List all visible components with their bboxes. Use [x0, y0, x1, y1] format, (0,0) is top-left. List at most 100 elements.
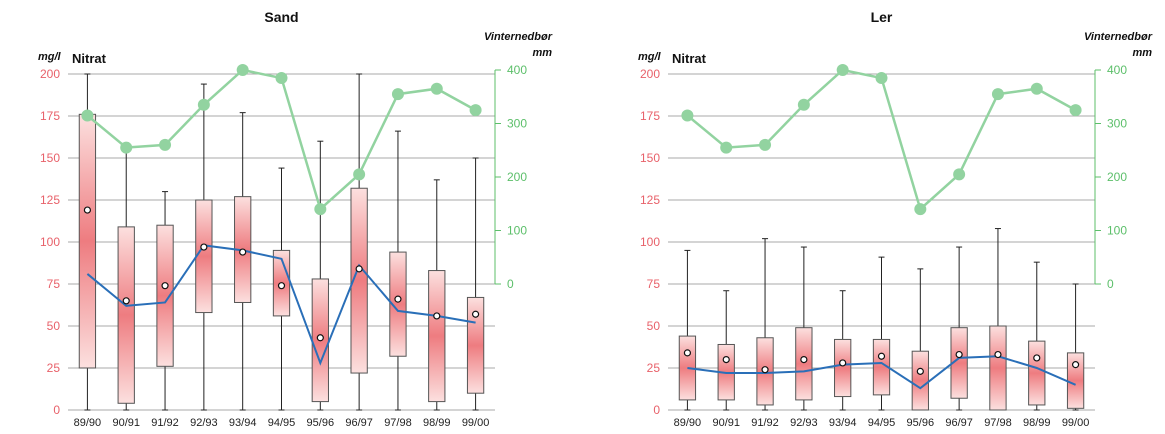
- x-tick-label: 91/92: [751, 417, 779, 429]
- precip-point: [797, 98, 810, 111]
- precip-point: [81, 109, 94, 122]
- x-tick-label: 96/97: [345, 417, 373, 429]
- y-tick-label-left: 200: [40, 67, 60, 81]
- x-tick-label: 98/99: [1023, 417, 1051, 429]
- box: [389, 251, 407, 357]
- mean-marker: [277, 282, 286, 290]
- x-tick-label: 90/91: [112, 417, 140, 429]
- y-axis-unit-right: mm: [532, 47, 552, 59]
- precip-point: [469, 104, 482, 117]
- box: [1028, 340, 1046, 406]
- x-tick-label: 91/92: [151, 417, 179, 429]
- y-tick-label-left: 75: [47, 277, 61, 291]
- y-tick-label-left: 25: [47, 361, 61, 375]
- box: [950, 327, 968, 399]
- mean-marker: [722, 356, 730, 364]
- median-line: [687, 355, 1076, 390]
- series-label: Nitrat: [672, 51, 707, 66]
- y-tick-label-left: 0: [53, 403, 60, 417]
- y-axis-unit-left: mg/l: [638, 51, 662, 63]
- precip-point: [1069, 104, 1082, 117]
- y-tick-label-right: 0: [507, 277, 514, 291]
- mean-marker: [161, 282, 169, 290]
- precip-point: [759, 138, 772, 151]
- box: [795, 327, 813, 401]
- y-tick-label-left: 200: [640, 67, 660, 81]
- mean-marker: [683, 349, 692, 357]
- median-line: [86, 244, 476, 366]
- mean-marker: [433, 312, 441, 320]
- precip-point: [681, 109, 694, 122]
- mean-marker: [200, 243, 208, 251]
- chart-title: Sand: [264, 9, 298, 25]
- y-tick-label-right: 100: [507, 224, 527, 238]
- y-tick-label-left: 125: [640, 193, 660, 207]
- box: [156, 224, 174, 367]
- precip-point: [120, 141, 133, 154]
- chart-ler: 0 25 50 75 100 125 150 175 200 0 100 200 300 400 89/90…: [638, 9, 1153, 429]
- mean-marker: [355, 265, 363, 273]
- mean-marker: [916, 367, 924, 375]
- precip-point: [836, 64, 849, 76]
- mean-marker: [955, 350, 963, 359]
- box: [78, 113, 97, 369]
- x-tick-label: 96/97: [945, 417, 973, 429]
- y-tick-label-right: 200: [507, 170, 527, 184]
- mean-marker: [761, 366, 769, 374]
- box: [678, 335, 697, 401]
- x-tick-label: 93/94: [829, 417, 857, 429]
- mean-marker: [839, 359, 847, 367]
- mean-marker: [122, 297, 130, 305]
- box: [117, 226, 135, 404]
- precip-point: [236, 64, 249, 76]
- precip-point: [159, 138, 172, 151]
- y-tick-label-left: 150: [40, 151, 60, 165]
- precip-point: [991, 88, 1004, 101]
- series-label: Nitrat: [72, 51, 107, 66]
- y-tick-label-left: 50: [647, 319, 661, 333]
- x-tick-label: 92/93: [790, 417, 818, 429]
- y-tick-label-left: 125: [40, 193, 60, 207]
- x-tick-label: 90/91: [712, 417, 740, 429]
- y-tick-label-left: 100: [40, 235, 60, 249]
- y-tick-label-left: 0: [653, 403, 660, 417]
- precip-point: [430, 82, 443, 95]
- chart-sand: 0 25 50 75 100 125 150 175 200 0 100 200 300 400 89/90…: [38, 9, 553, 429]
- y-axis-unit-left: mg/l: [38, 51, 62, 63]
- precip-line: [686, 68, 1077, 212]
- y-tick-label-left: 175: [640, 109, 660, 123]
- mean-marker: [1033, 354, 1041, 362]
- y-tick-label-left: 100: [640, 235, 660, 249]
- precip-point: [391, 88, 404, 101]
- mean-marker: [394, 295, 402, 303]
- mean-marker: [316, 334, 324, 342]
- y-tick-label-right: 200: [1107, 170, 1127, 184]
- mean-marker: [1071, 361, 1080, 369]
- precip-point: [1030, 82, 1043, 95]
- x-tick-label: 97/98: [984, 417, 1012, 429]
- x-tick-label: 93/94: [229, 417, 257, 429]
- mean-marker: [877, 352, 886, 360]
- mean-marker: [800, 356, 808, 364]
- x-tick-label: 95/96: [307, 417, 335, 429]
- precip-point: [275, 72, 288, 85]
- x-tick-label: 97/98: [384, 417, 412, 429]
- x-tick-label: 92/93: [190, 417, 218, 429]
- x-tick-label: 89/90: [74, 417, 102, 429]
- box: [428, 270, 446, 403]
- x-tick-label: 95/96: [907, 417, 935, 429]
- box: [195, 199, 213, 314]
- x-tick-label: 99/00: [462, 417, 490, 429]
- x-tick-label: 89/90: [674, 417, 702, 429]
- box: [350, 187, 368, 374]
- box: [989, 325, 1007, 411]
- y-tick-label-left: 175: [40, 109, 60, 123]
- y-tick-label-right: 0: [1107, 277, 1114, 291]
- precip-point: [353, 168, 366, 181]
- y-axis-label-right: Vinternedbør: [1084, 31, 1153, 43]
- precip-point: [953, 168, 966, 181]
- y-tick-label-right: 400: [1107, 63, 1127, 77]
- y-tick-label-right: 400: [507, 63, 527, 77]
- precip-point: [720, 141, 733, 154]
